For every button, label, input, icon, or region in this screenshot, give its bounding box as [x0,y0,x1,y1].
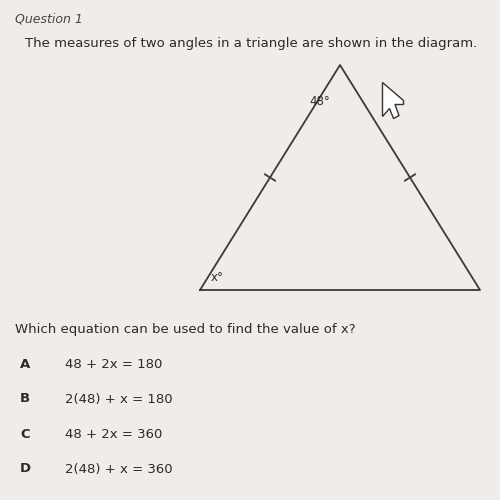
Polygon shape [382,82,404,118]
Text: 2(48) + x = 360: 2(48) + x = 360 [65,462,172,475]
Text: 2(48) + x = 180: 2(48) + x = 180 [65,392,172,406]
Text: 48 + 2x = 360: 48 + 2x = 360 [65,428,162,440]
Text: Question 1: Question 1 [15,12,83,26]
Text: The measures of two angles in a triangle are shown in the diagram.: The measures of two angles in a triangle… [25,38,477,51]
Text: A: A [20,358,30,370]
Text: C: C [20,428,30,440]
Text: Which equation can be used to find the value of x?: Which equation can be used to find the v… [15,322,355,336]
Text: x°: x° [211,271,224,284]
Text: 48 + 2x = 180: 48 + 2x = 180 [65,358,162,370]
Text: D: D [20,462,31,475]
Text: B: B [20,392,30,406]
Text: 48°: 48° [310,95,330,108]
